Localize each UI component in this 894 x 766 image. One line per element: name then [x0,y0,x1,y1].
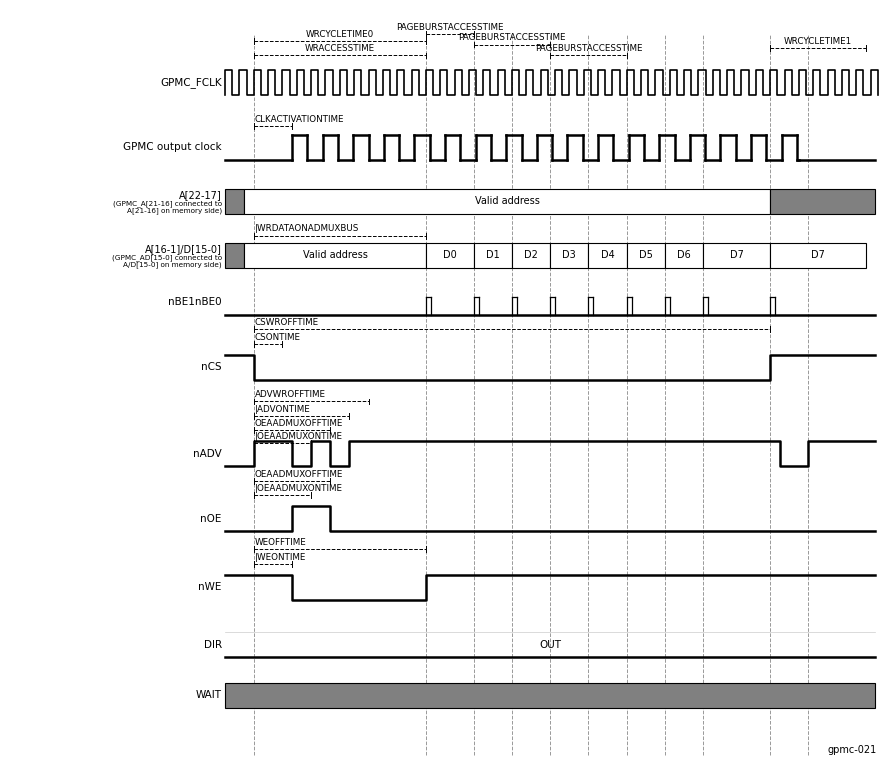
Text: A/D[15-0] on memory side): A/D[15-0] on memory side) [123,261,222,268]
Text: nWE: nWE [198,582,222,592]
Text: WRACCESSTIME: WRACCESSTIME [305,44,375,54]
Text: D3: D3 [561,250,576,260]
Text: WAIT: WAIT [196,690,222,700]
Text: (GPMC_AD[15-0] connected to: (GPMC_AD[15-0] connected to [112,254,222,261]
Text: WRCYCLETIME1: WRCYCLETIME1 [783,37,851,46]
Text: D6: D6 [677,250,690,260]
Bar [473,243,511,268]
Text: A[22-17]: A[22-17] [179,190,222,200]
Text: PAGEBURSTACCESSTIME: PAGEBURSTACCESSTIME [396,23,503,31]
Text: ADVWROFFTIME: ADVWROFFTIME [255,391,325,399]
Text: nOE: nOE [200,514,222,524]
Text: Valid address: Valid address [474,196,539,206]
Bar [244,243,426,268]
Text: D2: D2 [524,250,537,260]
Text: |OEAADMUXONTIME: |OEAADMUXONTIME [255,484,342,493]
Text: D7: D7 [729,250,743,260]
Text: Valid address: Valid address [302,250,367,260]
Bar [664,243,703,268]
Text: |OEAADMUXONTIME: |OEAADMUXONTIME [255,432,342,441]
Bar [550,243,588,268]
Text: OUT: OUT [538,640,561,650]
Text: |WRDATAONADMUXBUS: |WRDATAONADMUXBUS [255,224,358,234]
Text: D0: D0 [443,250,456,260]
Text: D7: D7 [810,250,824,260]
Text: nCS: nCS [201,362,222,372]
Text: |WEONTIME: |WEONTIME [255,552,306,561]
Text: (GPMC_A[21-16] connected to: (GPMC_A[21-16] connected to [113,200,222,207]
Text: |ADVONTIME: |ADVONTIME [255,404,310,414]
Text: D5: D5 [638,250,652,260]
Bar [511,243,550,268]
Bar [703,243,770,268]
Text: A[21-16] on memory side): A[21-16] on memory side) [127,208,222,214]
Text: OEAADMUXOFFTIME: OEAADMUXOFFTIME [255,470,342,479]
Text: PAGEBURSTACCESSTIME: PAGEBURSTACCESSTIME [458,34,565,42]
Bar [224,188,244,214]
Text: D4: D4 [600,250,614,260]
Text: GPMC_FCLK: GPMC_FCLK [160,77,222,88]
Text: nADV: nADV [193,449,222,459]
Text: WEOFFTIME: WEOFFTIME [255,538,307,547]
Text: DIR: DIR [204,640,222,650]
Text: WRCYCLETIME0: WRCYCLETIME0 [306,30,374,39]
Text: GPMC output clock: GPMC output clock [123,142,222,152]
Text: CSONTIME: CSONTIME [255,332,300,342]
Bar [588,243,626,268]
Bar [626,243,664,268]
Text: PAGEBURSTACCESSTIME: PAGEBURSTACCESSTIME [534,44,642,54]
Text: nBE1nBE0: nBE1nBE0 [168,297,222,307]
Text: OEAADMUXOFFTIME: OEAADMUXOFFTIME [255,419,342,428]
Bar [224,243,244,268]
Text: A[16-1]/D[15-0]: A[16-1]/D[15-0] [145,244,222,254]
Bar [426,243,473,268]
Bar [770,188,874,214]
Bar [224,683,874,708]
Text: D1: D1 [485,250,499,260]
Text: CSWROFFTIME: CSWROFFTIME [255,318,318,327]
Bar [770,243,864,268]
Text: CLKACTIVATIONTIME: CLKACTIVATIONTIME [255,115,344,124]
Bar [244,188,770,214]
Text: gpmc-021: gpmc-021 [826,745,875,755]
